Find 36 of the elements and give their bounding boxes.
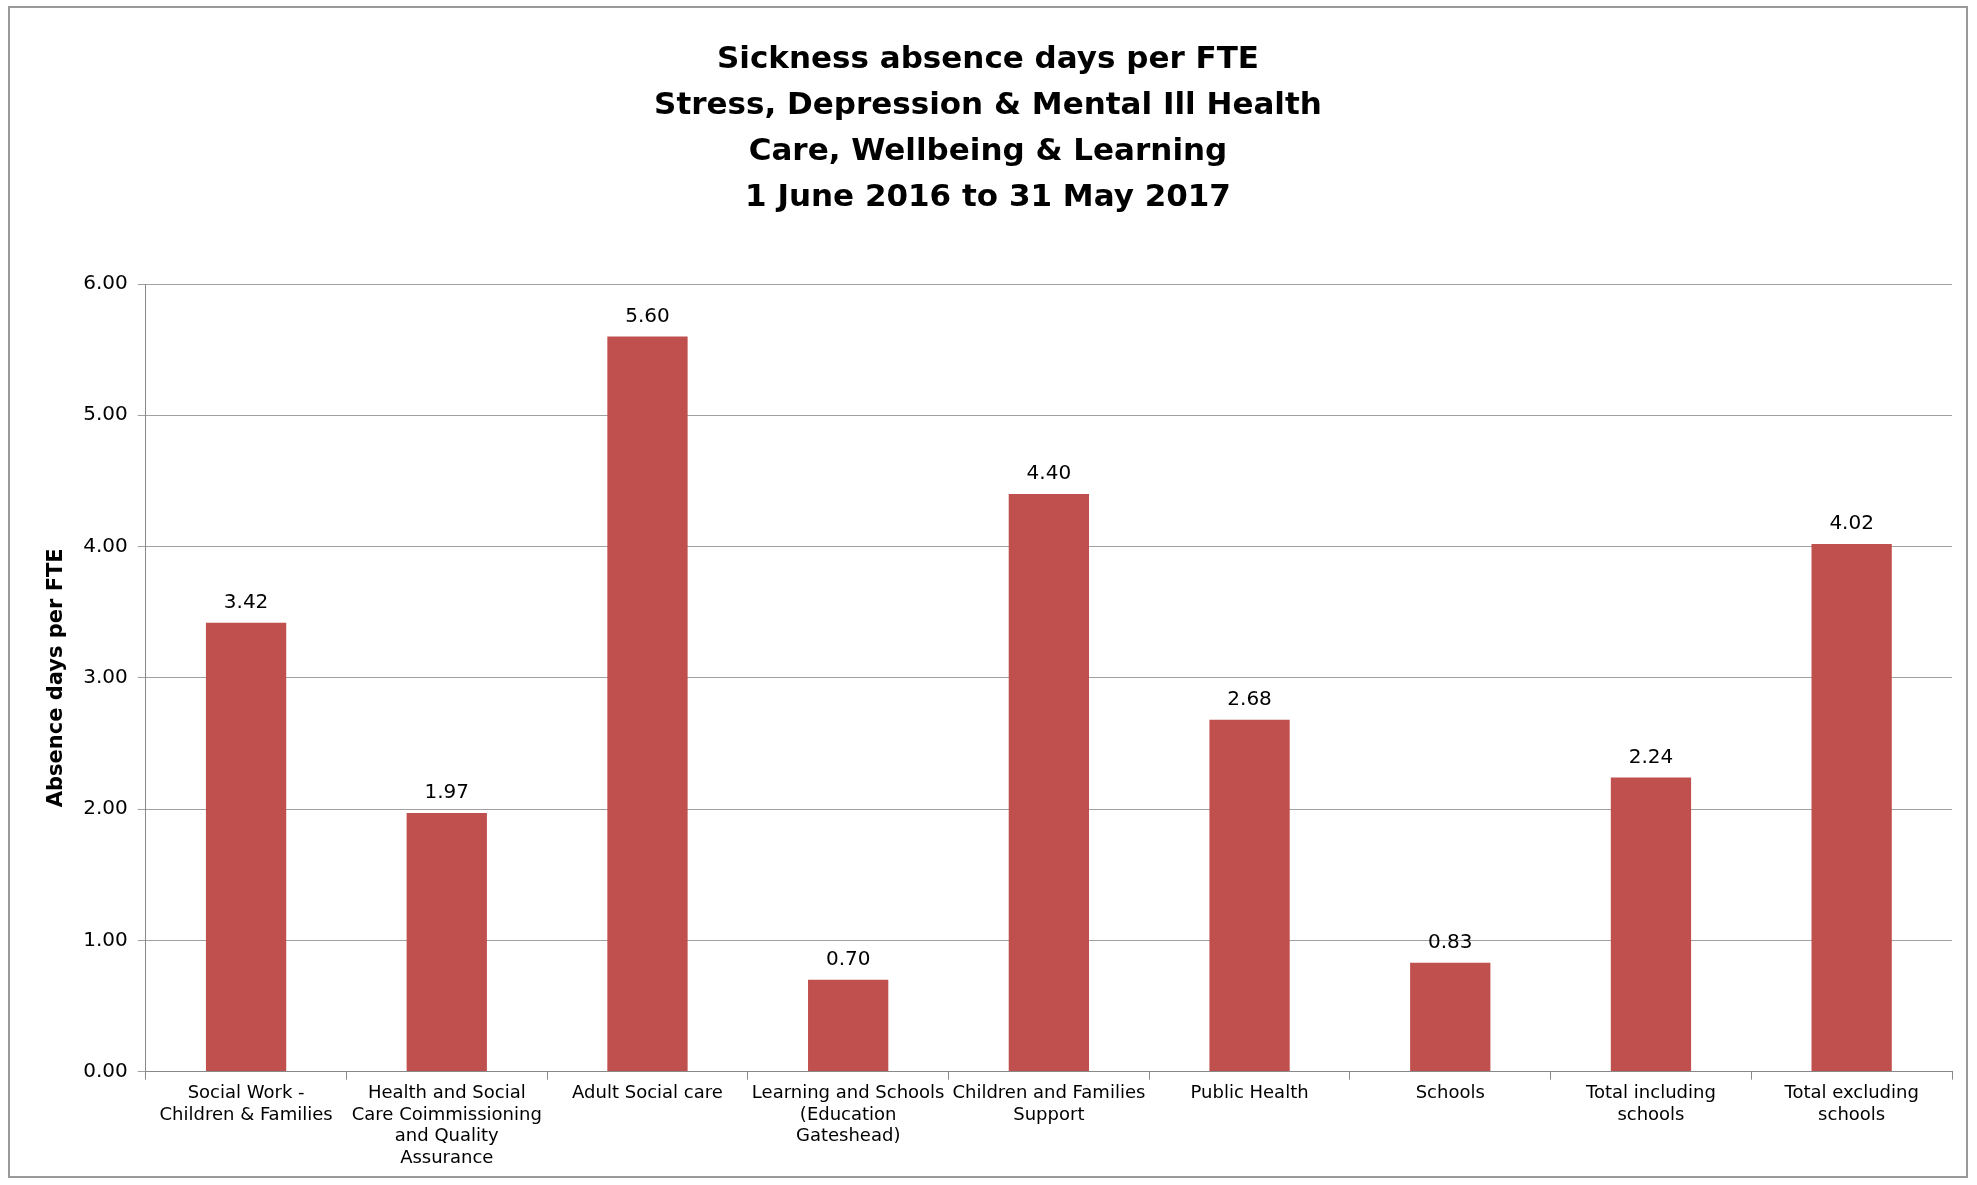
bar <box>1008 494 1090 1072</box>
x-tick-label: Social Work - Children & Families <box>159 1081 333 1124</box>
y-tick-label: 3.00 <box>83 664 128 688</box>
data-label: 2.24 <box>1628 743 1674 768</box>
bar <box>1811 543 1892 1072</box>
data-label: 0.70 <box>825 945 871 970</box>
bar <box>808 979 889 1072</box>
y-tick-label: 5.00 <box>83 401 128 426</box>
x-tick-label: Total excluding schools <box>1783 1081 1919 1124</box>
data-label: 1.97 <box>424 779 470 804</box>
x-tick-label: Learning and Schools (Education Gateshead) <box>751 1081 945 1146</box>
bar <box>406 813 487 1072</box>
x-tick-label: Public Health <box>1190 1081 1309 1103</box>
bar <box>205 622 287 1072</box>
x-tick-label: Schools <box>1415 1081 1485 1103</box>
bar <box>1209 719 1290 1072</box>
data-label: 2.68 <box>1227 686 1272 711</box>
x-tick-label: Adult Social care <box>572 1081 723 1103</box>
x-tick-label: Children and Families Support <box>952 1081 1146 1124</box>
data-label: 4.02 <box>1829 510 1874 535</box>
data-label: 4.40 <box>1026 460 1072 485</box>
bar <box>1610 777 1692 1072</box>
data-label: 5.60 <box>625 302 670 327</box>
data-label: 3.42 <box>223 588 269 613</box>
bar <box>607 336 688 1072</box>
y-tick-label: 2.00 <box>83 795 128 820</box>
x-tick-label: Total including schools <box>1585 1081 1716 1124</box>
bar <box>1410 962 1491 1072</box>
y-axis-title: Absence days per FTE <box>43 548 68 808</box>
y-tick-label: 1.00 <box>83 926 128 951</box>
y-tick-label: 6.00 <box>83 270 128 295</box>
y-tick-label: 4.00 <box>83 532 128 557</box>
chart-title: Sickness absence days per FTE Stress, Depression & Mental Ill Health Care, Wellbeing & Learning 1 June 2016 to 31 May 2017 <box>653 38 1323 215</box>
data-label: 0.83 <box>1427 928 1473 953</box>
x-tick-label: Health and Social Care Coimmissioning and Quality Assurance <box>351 1081 542 1167</box>
y-tick-label: 0.00 <box>83 1057 128 1082</box>
